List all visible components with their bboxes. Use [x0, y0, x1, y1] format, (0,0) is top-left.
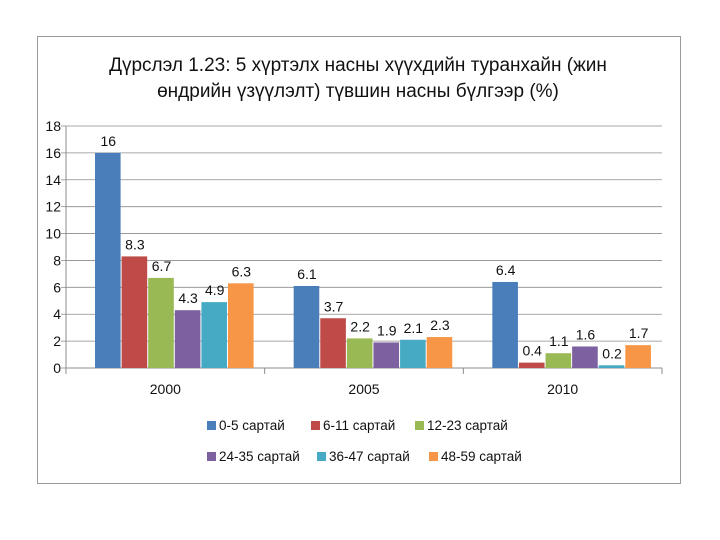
- legend-label: 36-47 сартай: [329, 449, 410, 464]
- y-tick-label: 6: [53, 279, 61, 295]
- legend-swatch: [317, 452, 326, 461]
- data-label: 1.9: [377, 322, 397, 338]
- x-tick-label: 2005: [348, 381, 379, 397]
- legend-swatch: [311, 421, 320, 430]
- data-label: 6.4: [496, 262, 516, 278]
- data-label: 1.1: [549, 333, 569, 349]
- data-label: 8.3: [125, 236, 145, 252]
- y-tick-label: 4: [53, 306, 61, 322]
- legend-swatch: [429, 452, 438, 461]
- data-label: 1.7: [629, 325, 649, 341]
- bar: [426, 337, 453, 368]
- data-label: 3.7: [324, 298, 344, 314]
- y-tick-label: 10: [45, 226, 61, 242]
- bar: [492, 281, 518, 368]
- data-label: 16: [101, 133, 117, 149]
- data-label: 4.9: [205, 282, 225, 298]
- bar: [174, 310, 201, 368]
- data-label: 0.2: [602, 345, 622, 361]
- data-label: 6.1: [297, 266, 317, 282]
- bar: [121, 256, 148, 368]
- bar: [518, 362, 545, 368]
- bar: [346, 338, 373, 368]
- legend-label: 48-59 сартай: [441, 449, 522, 464]
- data-label: 2.1: [404, 320, 424, 336]
- chart-title: Дүрслэл 1.23: 5 хүртэлх насны хүүхдийн т…: [37, 53, 679, 105]
- bar: [148, 277, 174, 368]
- data-label: 1.6: [576, 326, 596, 342]
- data-label: 2.3: [430, 317, 450, 333]
- legend-swatch: [415, 421, 424, 430]
- bar: [228, 283, 254, 368]
- bar: [572, 346, 598, 368]
- bar: [201, 302, 227, 368]
- bar: [95, 152, 121, 368]
- bar: [320, 318, 346, 368]
- data-label: 0.4: [522, 343, 542, 359]
- x-tick-label: 2000: [150, 381, 181, 397]
- bar: [373, 342, 400, 368]
- bar: [598, 365, 625, 368]
- bar: [545, 353, 572, 368]
- legend-label: 12-23 сартай: [427, 418, 508, 433]
- data-label: 2.2: [350, 318, 370, 334]
- y-tick-label: 8: [53, 252, 61, 268]
- legend-swatch: [207, 452, 216, 461]
- data-label: 6.7: [152, 258, 172, 274]
- data-label: 6.3: [232, 263, 252, 279]
- legend-label: 0-5 сартай: [219, 418, 285, 433]
- legend-label: 24-35 сартай: [219, 449, 300, 464]
- y-tick-label: 14: [45, 172, 61, 188]
- y-tick-label: 12: [45, 199, 61, 215]
- bar: [625, 345, 651, 368]
- legend-label: 6-11 сартай: [323, 418, 395, 433]
- bar: [400, 339, 426, 368]
- legend-swatch: [207, 421, 216, 430]
- y-tick-label: 16: [45, 145, 61, 161]
- x-tick-label: 2010: [547, 381, 578, 397]
- chart-title-line-2: өндрийн үзүүлэлт) түвшин насны бүлгээр (…: [157, 81, 559, 102]
- y-tick-label: 0: [53, 360, 61, 376]
- y-tick-label: 2: [53, 333, 61, 349]
- chart-title-line-1: Дүрслэл 1.23: 5 хүртэлх насны хүүхдийн т…: [109, 55, 607, 76]
- bar: [293, 285, 320, 368]
- y-tick-label: 18: [45, 118, 61, 134]
- data-label: 4.3: [178, 290, 198, 306]
